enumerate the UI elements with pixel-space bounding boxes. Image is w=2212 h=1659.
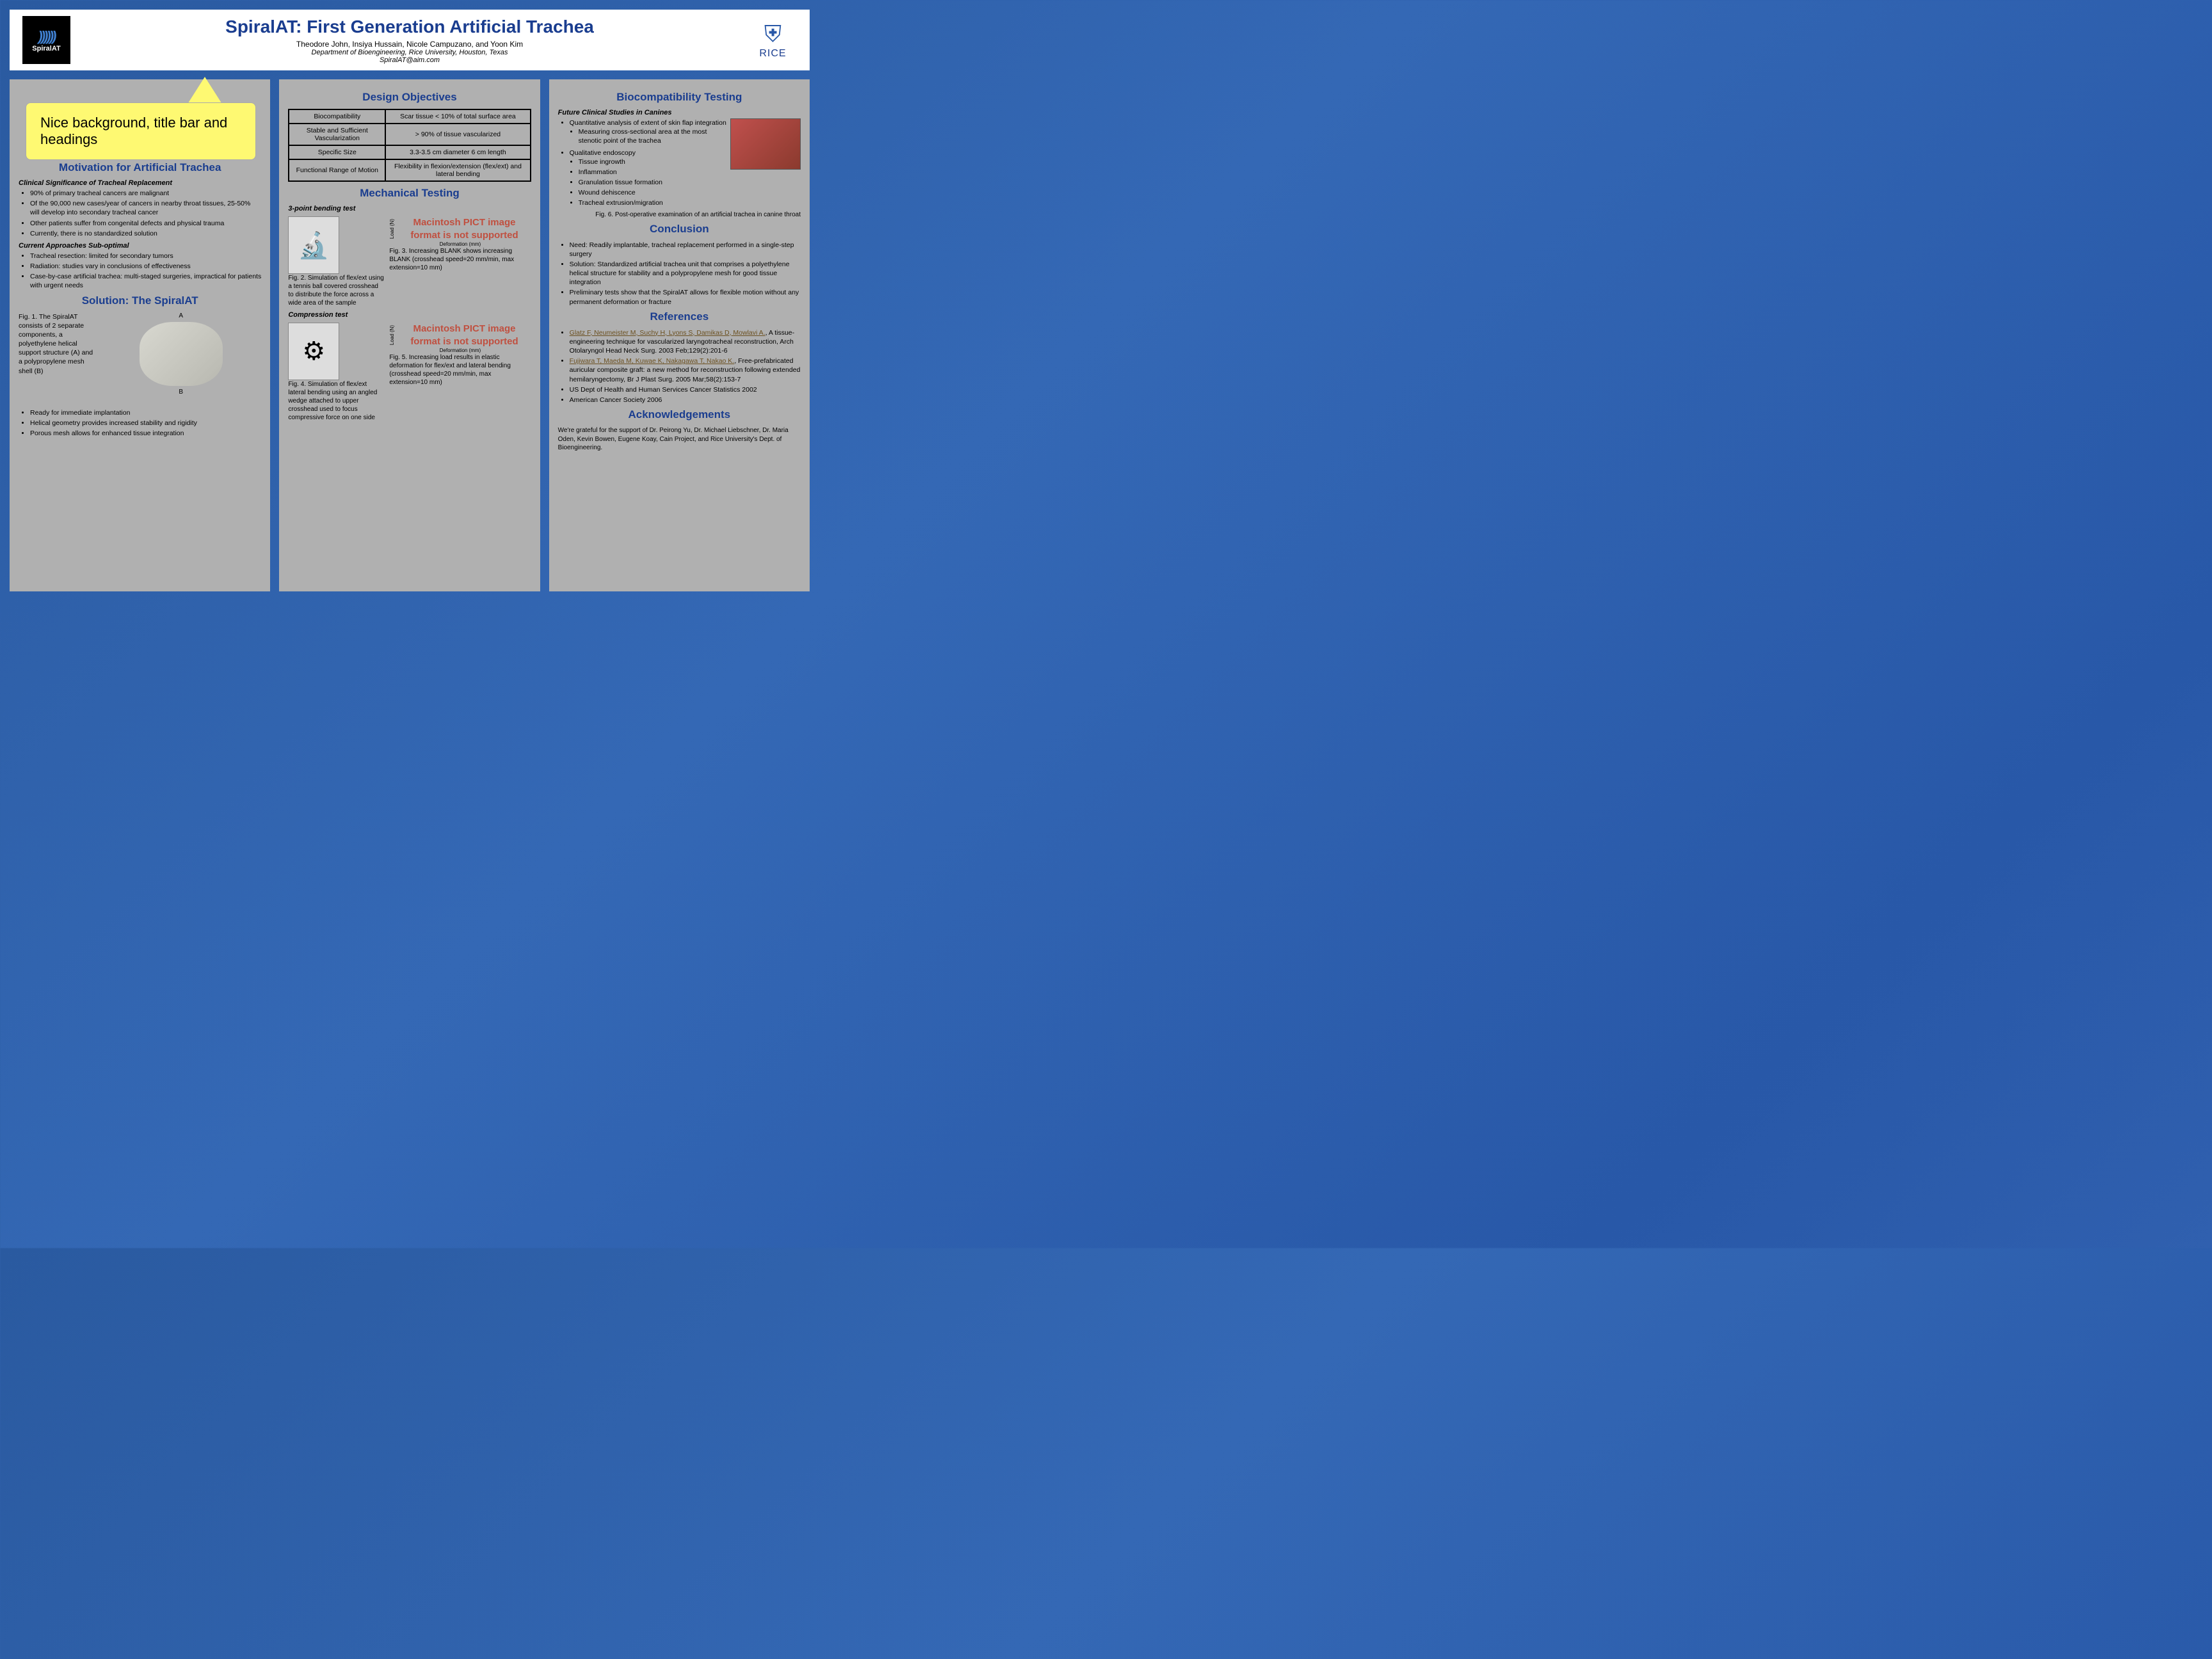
- fig6-image: [730, 118, 801, 170]
- rice-logo: ⛨ RICE: [749, 20, 797, 60]
- table-cell: Stable and Sufficient Vascularization: [289, 124, 385, 145]
- list-item: Tracheal resection: limited for secondar…: [30, 252, 261, 260]
- heading-acknowledgements: Acknowledgements: [558, 408, 801, 421]
- spiralat-logo: )))))) SpiralAT: [22, 16, 70, 64]
- list-item: Helical geometry provides increased stab…: [30, 419, 261, 428]
- title-bar: )))))) SpiralAT SpiralAT: First Generati…: [10, 10, 810, 70]
- design-table: BiocompatibilityScar tissue < 10% of tot…: [288, 109, 531, 182]
- fig2-caption: Fig. 2. Simulation of flex/ext using a t…: [288, 274, 384, 307]
- table-cell: 3.3-3.5 cm diameter 6 cm length: [385, 145, 530, 159]
- table-cell: Scar tissue < 10% of total surface area: [385, 109, 530, 124]
- pict-error: Macintosh PICT image format is not suppo…: [397, 323, 531, 348]
- column-2: Design Objectives BiocompatibilityScar t…: [279, 79, 540, 591]
- list-item: Need: Readily implantable, tracheal repl…: [570, 241, 801, 259]
- label-a: A: [100, 312, 261, 319]
- shield-icon: ⛨: [749, 20, 797, 48]
- spiral-icon: )))))): [38, 28, 55, 45]
- label-b: B: [100, 389, 261, 396]
- list-item: Porous mesh allows for enhanced tissue i…: [30, 429, 261, 438]
- heading-design: Design Objectives: [288, 91, 531, 104]
- ack-text: We're grateful for the support of Dr. Pe…: [558, 426, 801, 453]
- heading-biocompatibility: Biocompatibility Testing: [558, 91, 801, 104]
- y-axis-label: Load (N): [389, 325, 395, 345]
- heading-motivation: Motivation for Artificial Trachea: [19, 161, 261, 174]
- fig1-row: Fig. 1. The SpiralAT consists of 2 separ…: [19, 312, 261, 396]
- subhead-current: Current Approaches Sub-optimal: [19, 242, 261, 250]
- rice-text: RICE: [749, 48, 797, 60]
- column-3: Biocompatibility Testing Future Clinical…: [549, 79, 810, 591]
- fig6-caption: Fig. 6. Post-operative examination of an…: [558, 211, 801, 219]
- pict-error: Macintosh PICT image format is not suppo…: [397, 216, 531, 241]
- fig4-caption: Fig. 4. Simulation of flex/ext lateral b…: [288, 380, 384, 422]
- heading-conclusion: Conclusion: [558, 223, 801, 236]
- x-axis-label: Deformation (mm): [440, 241, 481, 247]
- fig-row-2: ⚙ Fig. 4. Simulation of flex/ext lateral…: [288, 323, 531, 422]
- subhead-future: Future Clinical Studies in Canines: [558, 109, 801, 116]
- fig3-caption: Fig. 3. Increasing BLANK shows increasin…: [389, 247, 531, 307]
- list-item: Fujiwara T, Maeda M, Kuwae K, Nakagawa T…: [570, 357, 801, 384]
- table-cell: > 90% of tissue vascularized: [385, 124, 530, 145]
- poster-title: SpiralAT: First Generation Artificial Tr…: [70, 17, 749, 37]
- x-axis-label: Deformation (mm): [440, 348, 481, 353]
- email: SpiralAT@aim.com: [70, 56, 749, 64]
- list-item: US Dept of Health and Human Services Can…: [570, 385, 801, 394]
- list-item: Wound dehiscence: [579, 188, 801, 197]
- solution-list: Ready for immediate implantation Helical…: [30, 408, 261, 438]
- subhead-compression: Compression test: [288, 311, 531, 319]
- fig4-image: ⚙: [288, 323, 339, 380]
- list-item: Of the 90,000 new cases/year of cancers …: [30, 199, 261, 217]
- fig5-caption: Fig. 5. Increasing load results in elast…: [389, 353, 531, 422]
- table-cell: Flexibility in flexion/extension (flex/e…: [385, 159, 530, 181]
- callout-box: Nice background, title bar and headings: [26, 102, 256, 160]
- list-item: Radiation: studies vary in conclusions o…: [30, 262, 261, 271]
- fig2-image: 🔬: [288, 216, 339, 274]
- table-cell: Functional Range of Motion: [289, 159, 385, 181]
- list-item: 90% of primary tracheal cancers are mali…: [30, 189, 261, 198]
- list-item: Case-by-case artificial trachea: multi-s…: [30, 272, 261, 290]
- authors: Theodore John, Insiya Hussain, Nicole Ca…: [70, 40, 749, 49]
- fig1-caption: Fig. 1. The SpiralAT consists of 2 separ…: [19, 312, 95, 376]
- heading-references: References: [558, 310, 801, 323]
- list-item: Ready for immediate implantation: [30, 408, 261, 417]
- department: Department of Bioengineering, Rice Unive…: [70, 49, 749, 56]
- heading-mechanical: Mechanical Testing: [288, 187, 531, 200]
- list-item: Glatz F, Neumeister M, Suchy H, Lyons S,…: [570, 328, 801, 356]
- list-item: Currently, there is no standardized solu…: [30, 229, 261, 238]
- graph-block-2: Load (N) Macintosh PICT image format is …: [389, 323, 531, 422]
- fig-row-1: 🔬 Fig. 2. Simulation of flex/ext using a…: [288, 216, 531, 307]
- table-cell: Biocompatibility: [289, 109, 385, 124]
- list-item: Solution: Standardized artificial trache…: [570, 260, 801, 287]
- fig1-image: A B: [100, 312, 261, 396]
- list-item: American Cancer Society 2006: [570, 396, 801, 405]
- graph-block-1: Load (N) Macintosh PICT image format is …: [389, 216, 531, 307]
- subhead-clinical: Clinical Significance of Tracheal Replac…: [19, 179, 261, 187]
- conclusion-list: Need: Readily implantable, tracheal repl…: [570, 241, 801, 307]
- current-list: Tracheal resection: limited for secondar…: [30, 252, 261, 291]
- heading-solution: Solution: The SpiralAT: [19, 294, 261, 307]
- y-axis-label: Load (N): [389, 219, 395, 239]
- list-item: Tracheal extrusion/migration: [579, 198, 801, 207]
- clinical-list: 90% of primary tracheal cancers are mali…: [30, 189, 261, 238]
- list-item: Granulation tissue formation: [579, 178, 801, 187]
- refs-list: Glatz F, Neumeister M, Suchy H, Lyons S,…: [570, 328, 801, 405]
- list-item: Preliminary tests show that the SpiralAT…: [570, 288, 801, 306]
- logo-text: SpiralAT: [32, 45, 60, 52]
- bio-content: Quantitative analysis of extent of skin …: [558, 118, 801, 219]
- subhead-3pt: 3-point bending test: [288, 205, 531, 212]
- list-item: Other patients suffer from congenital de…: [30, 219, 261, 228]
- table-cell: Specific Size: [289, 145, 385, 159]
- title-center: SpiralAT: First Generation Artificial Tr…: [70, 17, 749, 64]
